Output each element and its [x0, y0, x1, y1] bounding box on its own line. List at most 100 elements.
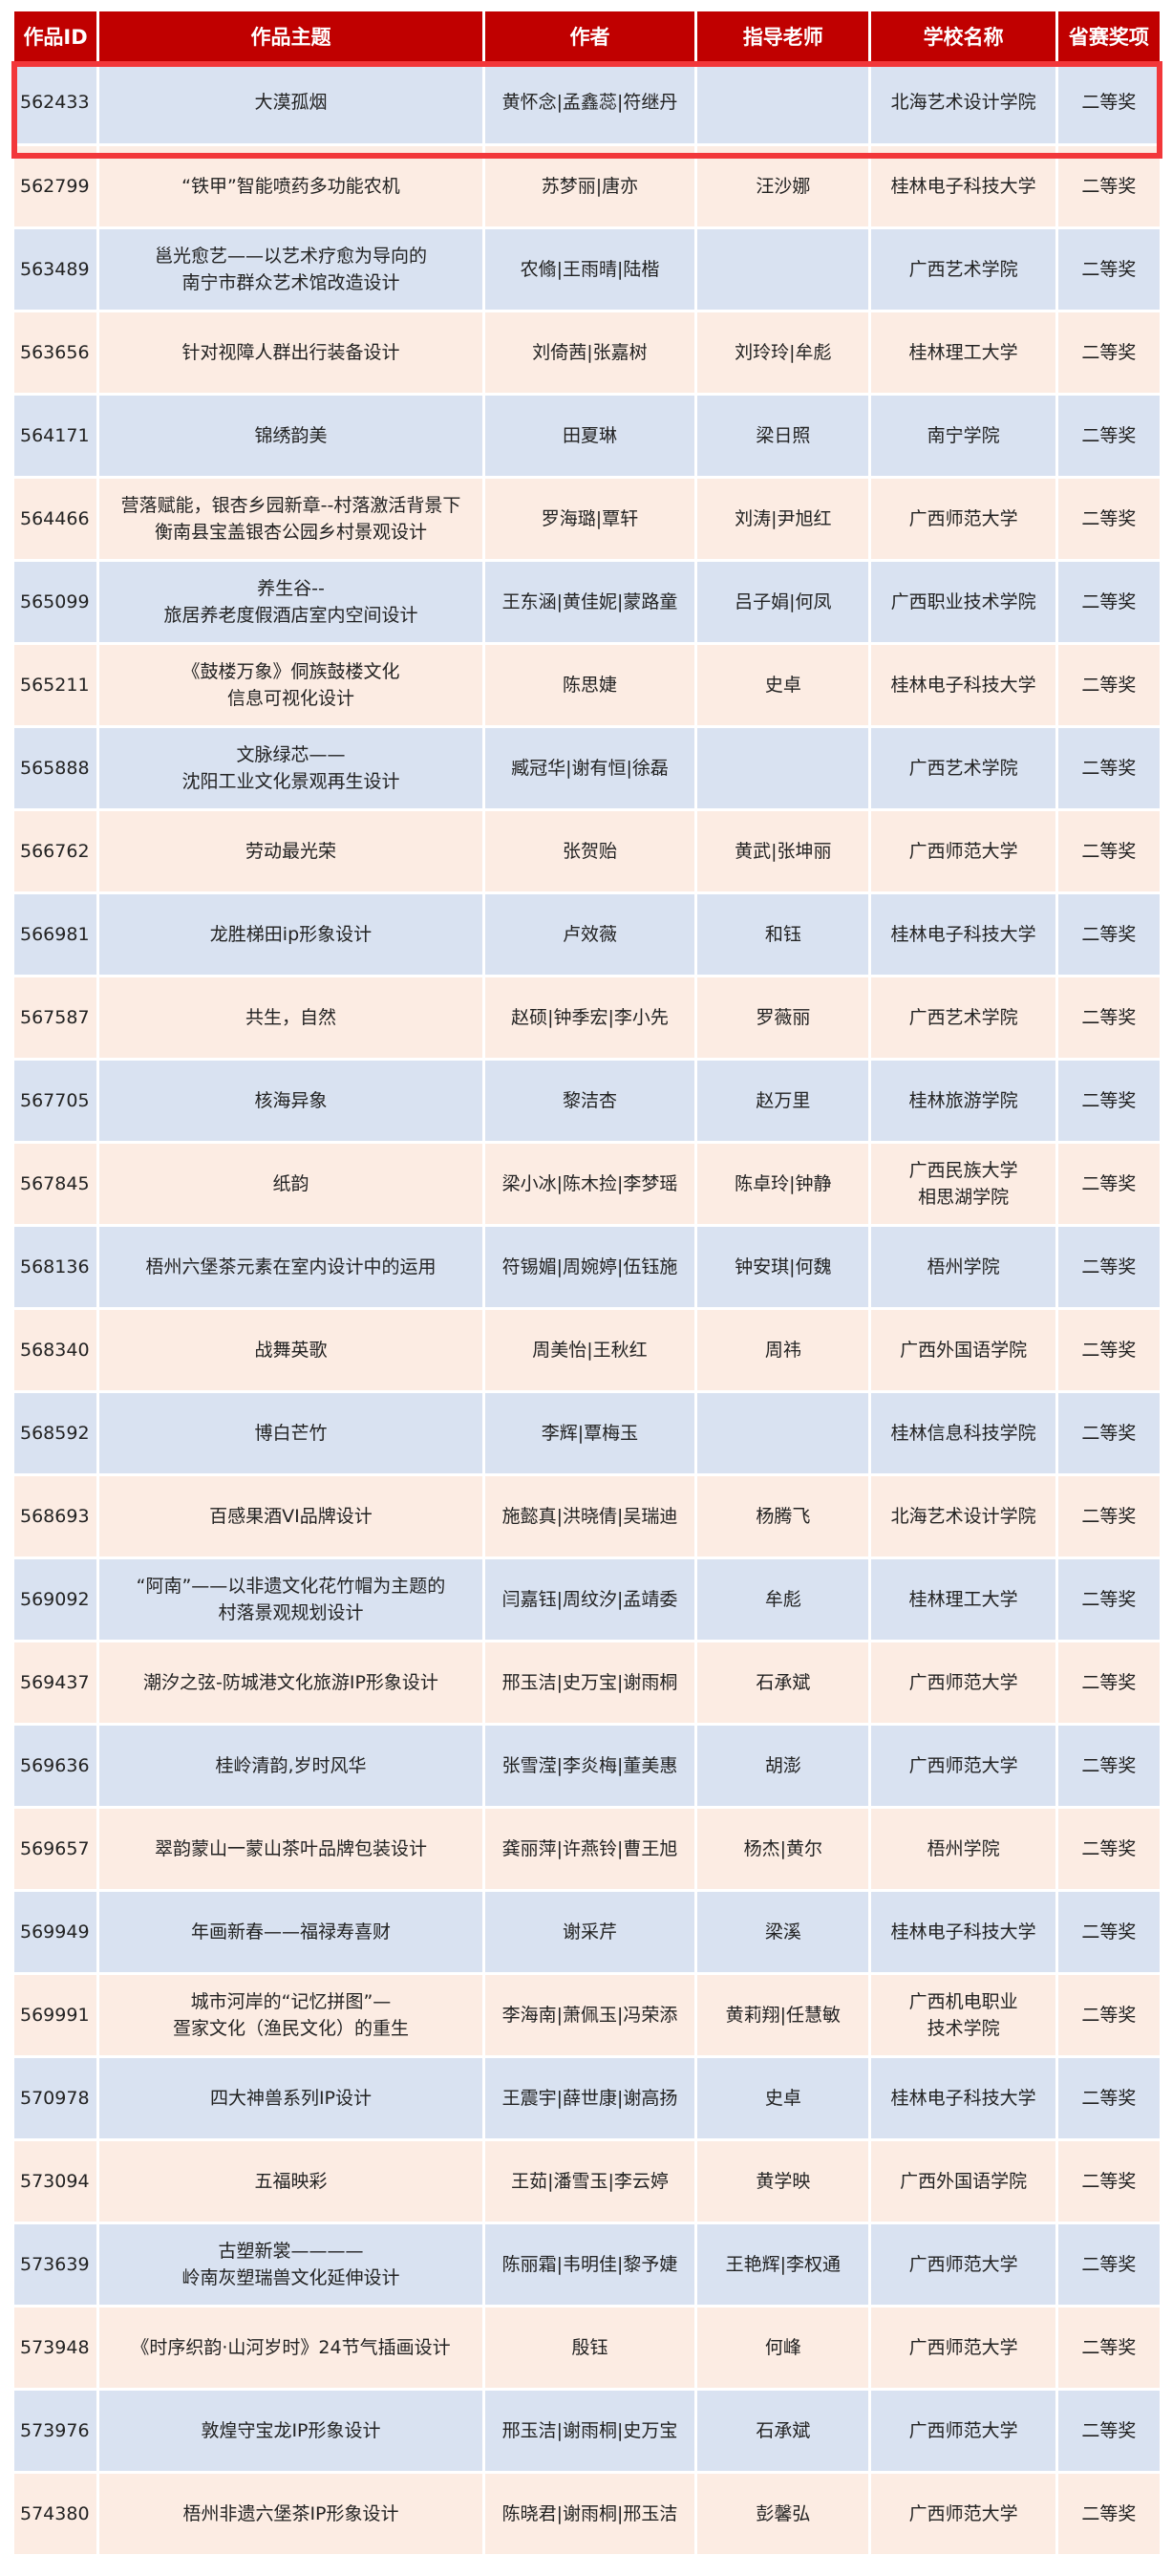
- cell-id: 568136: [14, 1227, 97, 1310]
- cell-id: 573639: [14, 2224, 97, 2308]
- cell-school: 北海艺术设计学院: [871, 1476, 1055, 1559]
- header-award: 省赛奖项: [1057, 11, 1160, 61]
- cell-id: 569636: [14, 1726, 97, 1809]
- cell-title: 桂岭清韵,岁时风华: [99, 1726, 482, 1809]
- cell-authors: 张贺贻: [484, 811, 695, 894]
- table-row: 574380 梧州非遗六堡茶IP形象设计 陈晓君|谢雨桐|邢玉洁 彭馨弘 广西师范大学二…: [14, 2474, 1160, 2557]
- cell-school: 桂林电子科技大学: [871, 894, 1055, 977]
- table-row: 565888 文脉绿芯—— 沈阳工业文化景观再生设计 臧冠华|谢有恒|徐磊 广西艺术学…: [14, 728, 1160, 811]
- cell-authors: 王东涵|黄佳妮|蒙路童: [484, 562, 695, 645]
- cell-authors: 龚丽萍|许燕铃|曹王旭: [484, 1809, 695, 1892]
- header-row: 作品ID 作品主题 作者 指导老师 学校名称 省赛奖项: [14, 11, 1160, 61]
- cell-school: 广西师范大学: [871, 2391, 1055, 2474]
- cell-authors: 苏梦丽|唐亦: [484, 146, 695, 229]
- cell-id: 564466: [14, 479, 97, 562]
- cell-advisors: 汪沙娜: [697, 146, 869, 229]
- cell-authors: 黎洁杏: [484, 1061, 695, 1144]
- table-row: 567587 共生，自然 赵硕|钟季宏|李小先 罗薇丽 广西艺术学院 二等奖: [14, 977, 1160, 1061]
- cell-award: 二等奖: [1057, 1809, 1160, 1892]
- cell-authors: 谢采芹: [484, 1892, 695, 1975]
- awards-table: 作品ID 作品主题 作者 指导老师 学校名称 省赛奖项 562433 大漠孤烟 黄怀…: [11, 11, 1162, 2557]
- cell-school: 广西师范大学: [871, 1726, 1055, 1809]
- cell-title: 大漠孤烟: [99, 61, 482, 146]
- cell-school: 梧州学院: [871, 1809, 1055, 1892]
- cell-school: 桂林旅游学院: [871, 1061, 1055, 1144]
- cell-id: 562799: [14, 146, 97, 229]
- cell-advisors: 王艳辉|李权通: [697, 2224, 869, 2308]
- cell-school: 广西师范大学: [871, 2308, 1055, 2391]
- cell-id: 573094: [14, 2141, 97, 2224]
- cell-authors: 殷钰: [484, 2308, 695, 2391]
- header-authors: 作者: [484, 11, 695, 61]
- cell-authors: 周美怡|王秋红: [484, 1310, 695, 1393]
- cell-advisors: 和钰: [697, 894, 869, 977]
- cell-id: 568592: [14, 1393, 97, 1476]
- cell-id: 573948: [14, 2308, 97, 2391]
- cell-title: 五福映彩: [99, 2141, 482, 2224]
- cell-advisors: 史卓: [697, 2058, 869, 2141]
- cell-award: 二等奖: [1057, 1144, 1160, 1227]
- cell-title: 纸韵: [99, 1144, 482, 1227]
- cell-id: 563656: [14, 312, 97, 396]
- cell-award: 二等奖: [1057, 1642, 1160, 1726]
- cell-title: 年画新春——福禄寿喜财: [99, 1892, 482, 1975]
- cell-award: 二等奖: [1057, 479, 1160, 562]
- cell-title: 城市河岸的“记忆拼图”— 疍家文化（渔民文化）的重生: [99, 1975, 482, 2058]
- cell-title: 潮汐之弦-防城港文化旅游IP形象设计: [99, 1642, 482, 1726]
- table-row: 573976 敦煌守宝龙IP形象设计 邢玉洁|谢雨桐|史万宝 石承斌 广西师范大学 二等奖: [14, 2391, 1160, 2474]
- cell-advisors: 石承斌: [697, 1642, 869, 1726]
- cell-award: 二等奖: [1057, 1975, 1160, 2058]
- table-row: 568592 博白芒竹 李辉|覃梅玉 桂林信息科技学院 二等奖: [14, 1393, 1160, 1476]
- table-row: 570978 四大神兽系列IP设计 王震宇|薛世康|谢高扬 史卓 桂林电子科技大学 二等奖: [14, 2058, 1160, 2141]
- cell-school: 广西民族大学 相思湖学院: [871, 1144, 1055, 1227]
- cell-award: 二等奖: [1057, 61, 1160, 146]
- cell-advisors: [697, 728, 869, 811]
- table-row: 563489 邕光愈艺——以艺术疗愈为导向的 南宁市群众艺术馆改造设计 农翛|王雨晴…: [14, 229, 1160, 312]
- cell-title: 博白芒竹: [99, 1393, 482, 1476]
- cell-advisors: 胡澎: [697, 1726, 869, 1809]
- cell-advisors: 何峰: [697, 2308, 869, 2391]
- cell-award: 二等奖: [1057, 396, 1160, 479]
- table-row: 564171 锦绣韵美 田夏琳 梁日照 南宁学院 二等奖: [14, 396, 1160, 479]
- cell-authors: 符锡媚|周婉婷|伍钰施: [484, 1227, 695, 1310]
- cell-school: 梧州学院: [871, 1227, 1055, 1310]
- cell-advisors: 周祎: [697, 1310, 869, 1393]
- cell-school: 广西师范大学: [871, 1642, 1055, 1726]
- cell-advisors: 赵万里: [697, 1061, 869, 1144]
- cell-award: 二等奖: [1057, 2224, 1160, 2308]
- cell-award: 二等奖: [1057, 562, 1160, 645]
- cell-title: 文脉绿芯—— 沈阳工业文化景观再生设计: [99, 728, 482, 811]
- table-row: 568136 梧州六堡茶元素在室内设计中的运用 符锡媚|周婉婷|伍钰施 钟安琪|何魏梧…: [14, 1227, 1160, 1310]
- cell-award: 二等奖: [1057, 1061, 1160, 1144]
- cell-school: 广西机电职业 技术学院: [871, 1975, 1055, 2058]
- cell-school: 广西师范大学: [871, 811, 1055, 894]
- cell-advisors: 罗薇丽: [697, 977, 869, 1061]
- table-row: 569092 “阿南”——以非遗文化花竹帽为主题的 村落景观规划设计 闫嘉钰|周纹汐…: [14, 1559, 1160, 1642]
- cell-award: 二等奖: [1057, 2141, 1160, 2224]
- cell-id: 568340: [14, 1310, 97, 1393]
- cell-id: 574380: [14, 2474, 97, 2557]
- cell-authors: 施懿真|洪晓倩|吴瑞迪: [484, 1476, 695, 1559]
- cell-id: 569657: [14, 1809, 97, 1892]
- cell-authors: 邢玉洁|谢雨桐|史万宝: [484, 2391, 695, 2474]
- table-row: 569657 翠韵蒙山一蒙山茶叶品牌包装设计 龚丽萍|许燕铃|曹王旭 杨杰|黄尔 梧州学…: [14, 1809, 1160, 1892]
- cell-title: “铁甲”智能喷药多功能农机: [99, 146, 482, 229]
- cell-award: 二等奖: [1057, 977, 1160, 1061]
- cell-title: 百感果酒VI品牌设计: [99, 1476, 482, 1559]
- table-row: 569636 桂岭清韵,岁时风华 张雪滢|李炎梅|董美惠 胡澎 广西师范大学 二等奖: [14, 1726, 1160, 1809]
- cell-title: 翠韵蒙山一蒙山茶叶品牌包装设计: [99, 1809, 482, 1892]
- cell-school: 北海艺术设计学院: [871, 61, 1055, 146]
- table-row: 566981 龙胜梯田ip形象设计 卢效薇 和钰 桂林电子科技大学 二等奖: [14, 894, 1160, 977]
- cell-advisors: 钟安琪|何魏: [697, 1227, 869, 1310]
- cell-authors: 陈晓君|谢雨桐|邢玉洁: [484, 2474, 695, 2557]
- cell-authors: 陈思婕: [484, 645, 695, 728]
- cell-id: 567845: [14, 1144, 97, 1227]
- cell-school: 桂林信息科技学院: [871, 1393, 1055, 1476]
- cell-award: 二等奖: [1057, 728, 1160, 811]
- cell-school: 桂林电子科技大学: [871, 146, 1055, 229]
- cell-award: 二等奖: [1057, 1892, 1160, 1975]
- table-row: 567705 核海异象 黎洁杏 赵万里 桂林旅游学院 二等奖: [14, 1061, 1160, 1144]
- cell-title: 锦绣韵美: [99, 396, 482, 479]
- cell-title: 战舞英歌: [99, 1310, 482, 1393]
- header-title: 作品主题: [99, 11, 482, 61]
